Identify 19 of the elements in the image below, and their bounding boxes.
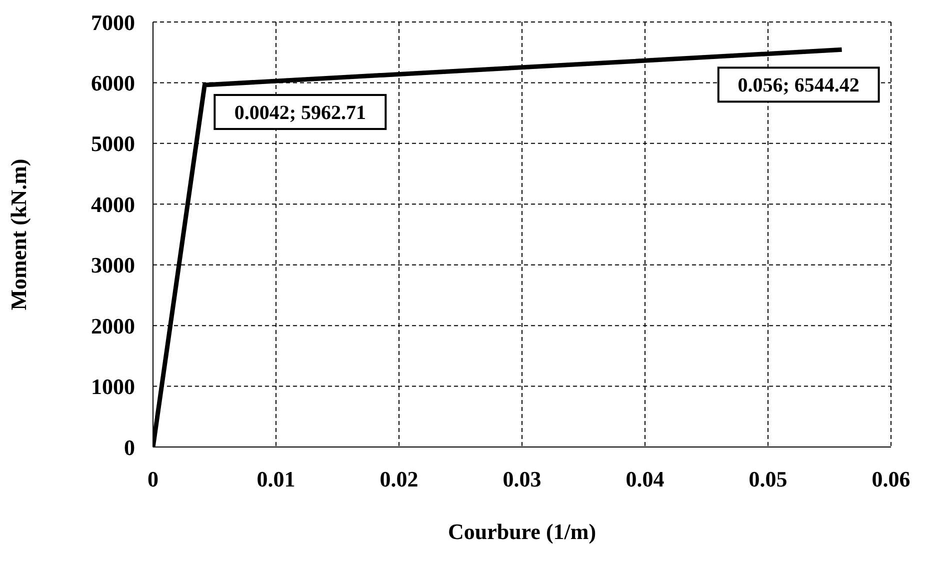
y-axis-title: Moment (kN.m): [6, 158, 31, 310]
y-tick-label: 6000: [91, 70, 135, 96]
x-tick-label: 0.01: [256, 466, 296, 492]
y-tick-label: 3000: [91, 252, 135, 278]
y-tick-label: 0: [124, 434, 135, 460]
x-tick-label: 0.06: [872, 466, 910, 492]
x-tick-label: 0.04: [626, 466, 664, 492]
y-tick-label: 5000: [91, 131, 135, 156]
x-tick-label: 0.02: [380, 466, 418, 492]
y-tick-label: 2000: [91, 313, 135, 338]
annotation: 0.0042; 5962.71: [234, 102, 366, 124]
x-axis-title: Courbure (1/m): [448, 519, 596, 544]
y-tick-label: 7000: [91, 10, 135, 35]
y-tick-label: 4000: [91, 192, 135, 217]
x-tick-label: 0.05: [748, 466, 788, 492]
annotation: 0.056; 6544.42: [738, 74, 860, 97]
y-tick-label: 1000: [91, 374, 135, 400]
x-tick-label: 0.03: [502, 466, 542, 492]
x-tick-label: 0: [148, 466, 158, 492]
